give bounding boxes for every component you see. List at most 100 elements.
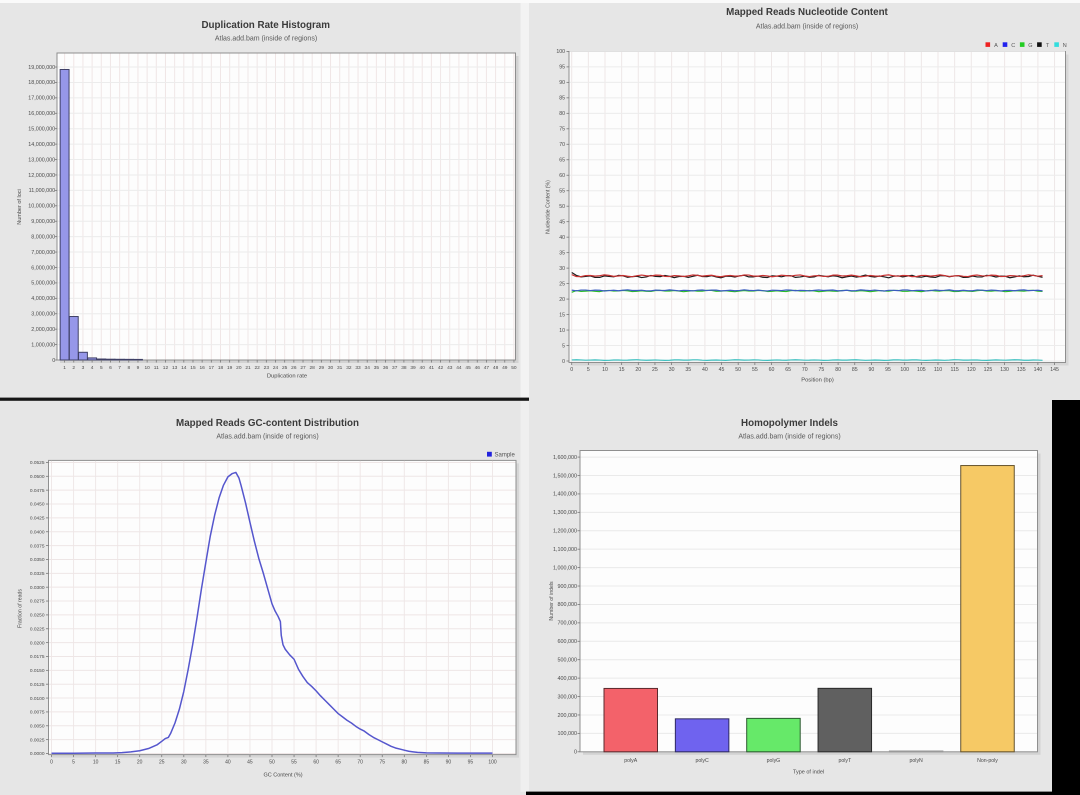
svg-text:0: 0: [52, 358, 55, 364]
svg-text:100: 100: [488, 760, 497, 766]
svg-text:25: 25: [282, 365, 288, 371]
svg-text:35: 35: [374, 365, 380, 371]
svg-text:200,000: 200,000: [558, 713, 578, 719]
svg-text:Mapped Reads Nucleotide Conten: Mapped Reads Nucleotide Content: [726, 7, 888, 18]
svg-text:50: 50: [559, 204, 565, 210]
svg-text:45: 45: [559, 219, 565, 225]
svg-text:20: 20: [559, 297, 565, 303]
svg-text:65: 65: [559, 158, 565, 164]
svg-text:Number of indels: Number of indels: [549, 581, 555, 621]
svg-text:800,000: 800,000: [558, 602, 578, 608]
svg-text:29: 29: [319, 365, 325, 371]
svg-text:polyT: polyT: [838, 758, 852, 764]
svg-text:0.0125: 0.0125: [30, 682, 45, 688]
svg-text:28: 28: [310, 365, 316, 371]
svg-text:110: 110: [934, 367, 942, 373]
svg-text:35: 35: [685, 367, 691, 373]
svg-text:20: 20: [137, 760, 143, 766]
svg-text:100: 100: [556, 49, 565, 55]
svg-text:95: 95: [468, 760, 474, 766]
svg-text:400,000: 400,000: [558, 676, 578, 682]
svg-text:80: 80: [559, 111, 565, 117]
svg-text:115: 115: [951, 367, 959, 373]
svg-text:11,000,000: 11,000,000: [29, 188, 56, 194]
svg-text:5: 5: [72, 760, 75, 766]
svg-text:40: 40: [225, 760, 231, 766]
svg-text:12,000,000: 12,000,000: [28, 173, 55, 179]
svg-text:Atlas.add.bam (inside of regio: Atlas.add.bam (inside of regions): [738, 434, 840, 441]
svg-text:90: 90: [869, 367, 875, 373]
svg-text:18: 18: [218, 365, 224, 371]
svg-text:42: 42: [438, 365, 444, 371]
svg-text:46: 46: [475, 365, 481, 371]
svg-text:0: 0: [570, 367, 573, 373]
svg-text:GC Content (%): GC Content (%): [263, 773, 302, 779]
svg-text:25: 25: [559, 281, 565, 287]
svg-text:8: 8: [127, 365, 130, 371]
svg-text:Duplication rate: Duplication rate: [267, 374, 307, 380]
svg-text:10: 10: [144, 365, 150, 371]
svg-text:3: 3: [82, 365, 85, 371]
svg-text:0.0075: 0.0075: [30, 710, 45, 716]
svg-text:5: 5: [562, 343, 565, 349]
svg-text:900,000: 900,000: [558, 584, 578, 590]
svg-text:0.0525: 0.0525: [30, 460, 45, 466]
svg-text:49: 49: [502, 365, 508, 371]
svg-text:500,000: 500,000: [558, 658, 578, 664]
svg-text:16,000,000: 16,000,000: [28, 111, 55, 117]
svg-text:85: 85: [559, 96, 565, 102]
svg-text:0: 0: [562, 359, 565, 365]
svg-text:1,500,000: 1,500,000: [553, 473, 577, 479]
svg-text:5: 5: [100, 365, 103, 371]
svg-text:Nucleotide Content (%): Nucleotide Content (%): [546, 180, 552, 234]
svg-text:35: 35: [559, 250, 565, 256]
svg-text:polyN: polyN: [910, 758, 924, 764]
svg-text:105: 105: [917, 367, 926, 373]
svg-text:30: 30: [328, 365, 334, 371]
svg-text:31: 31: [337, 365, 343, 371]
svg-text:14,000,000: 14,000,000: [28, 142, 55, 148]
svg-text:11: 11: [154, 365, 159, 371]
svg-text:95: 95: [559, 65, 565, 71]
svg-text:44: 44: [456, 365, 462, 371]
svg-text:36: 36: [383, 365, 389, 371]
svg-text:75: 75: [379, 760, 385, 766]
svg-text:21: 21: [245, 365, 251, 371]
svg-text:8,000,000: 8,000,000: [31, 234, 55, 240]
svg-text:4,000,000: 4,000,000: [31, 296, 55, 302]
svg-text:45: 45: [247, 760, 253, 766]
svg-text:0.0175: 0.0175: [30, 654, 45, 660]
svg-text:50: 50: [269, 760, 275, 766]
svg-text:19: 19: [227, 365, 233, 371]
svg-text:Position (bp): Position (bp): [801, 378, 834, 384]
svg-text:17,000,000: 17,000,000: [28, 96, 55, 102]
svg-text:1,400,000: 1,400,000: [553, 492, 577, 498]
svg-text:A: A: [994, 43, 998, 49]
svg-text:6,000,000: 6,000,000: [31, 265, 55, 271]
svg-text:40: 40: [420, 365, 426, 371]
svg-text:4: 4: [91, 365, 94, 371]
svg-text:0: 0: [50, 760, 53, 766]
svg-text:600,000: 600,000: [558, 639, 578, 645]
svg-text:40: 40: [559, 235, 565, 241]
svg-text:700,000: 700,000: [558, 621, 578, 627]
svg-text:Non-poly: Non-poly: [977, 758, 998, 764]
svg-text:0.0025: 0.0025: [30, 737, 45, 743]
svg-text:25: 25: [159, 760, 165, 766]
svg-text:2: 2: [72, 365, 75, 371]
svg-text:10: 10: [602, 367, 608, 373]
svg-text:0.0150: 0.0150: [30, 668, 45, 674]
svg-text:polyC: polyC: [695, 758, 709, 764]
svg-text:0.0250: 0.0250: [30, 613, 45, 619]
svg-text:30: 30: [559, 266, 565, 272]
svg-text:Sample: Sample: [495, 452, 516, 458]
svg-text:48: 48: [493, 365, 499, 371]
svg-text:9,000,000: 9,000,000: [31, 219, 55, 225]
svg-text:47: 47: [484, 365, 490, 371]
svg-text:18,000,000: 18,000,000: [28, 80, 55, 86]
svg-text:95: 95: [885, 367, 891, 373]
svg-text:65: 65: [785, 367, 791, 373]
svg-text:20: 20: [236, 365, 242, 371]
svg-text:60: 60: [769, 367, 775, 373]
svg-text:3,000,000: 3,000,000: [31, 312, 55, 318]
